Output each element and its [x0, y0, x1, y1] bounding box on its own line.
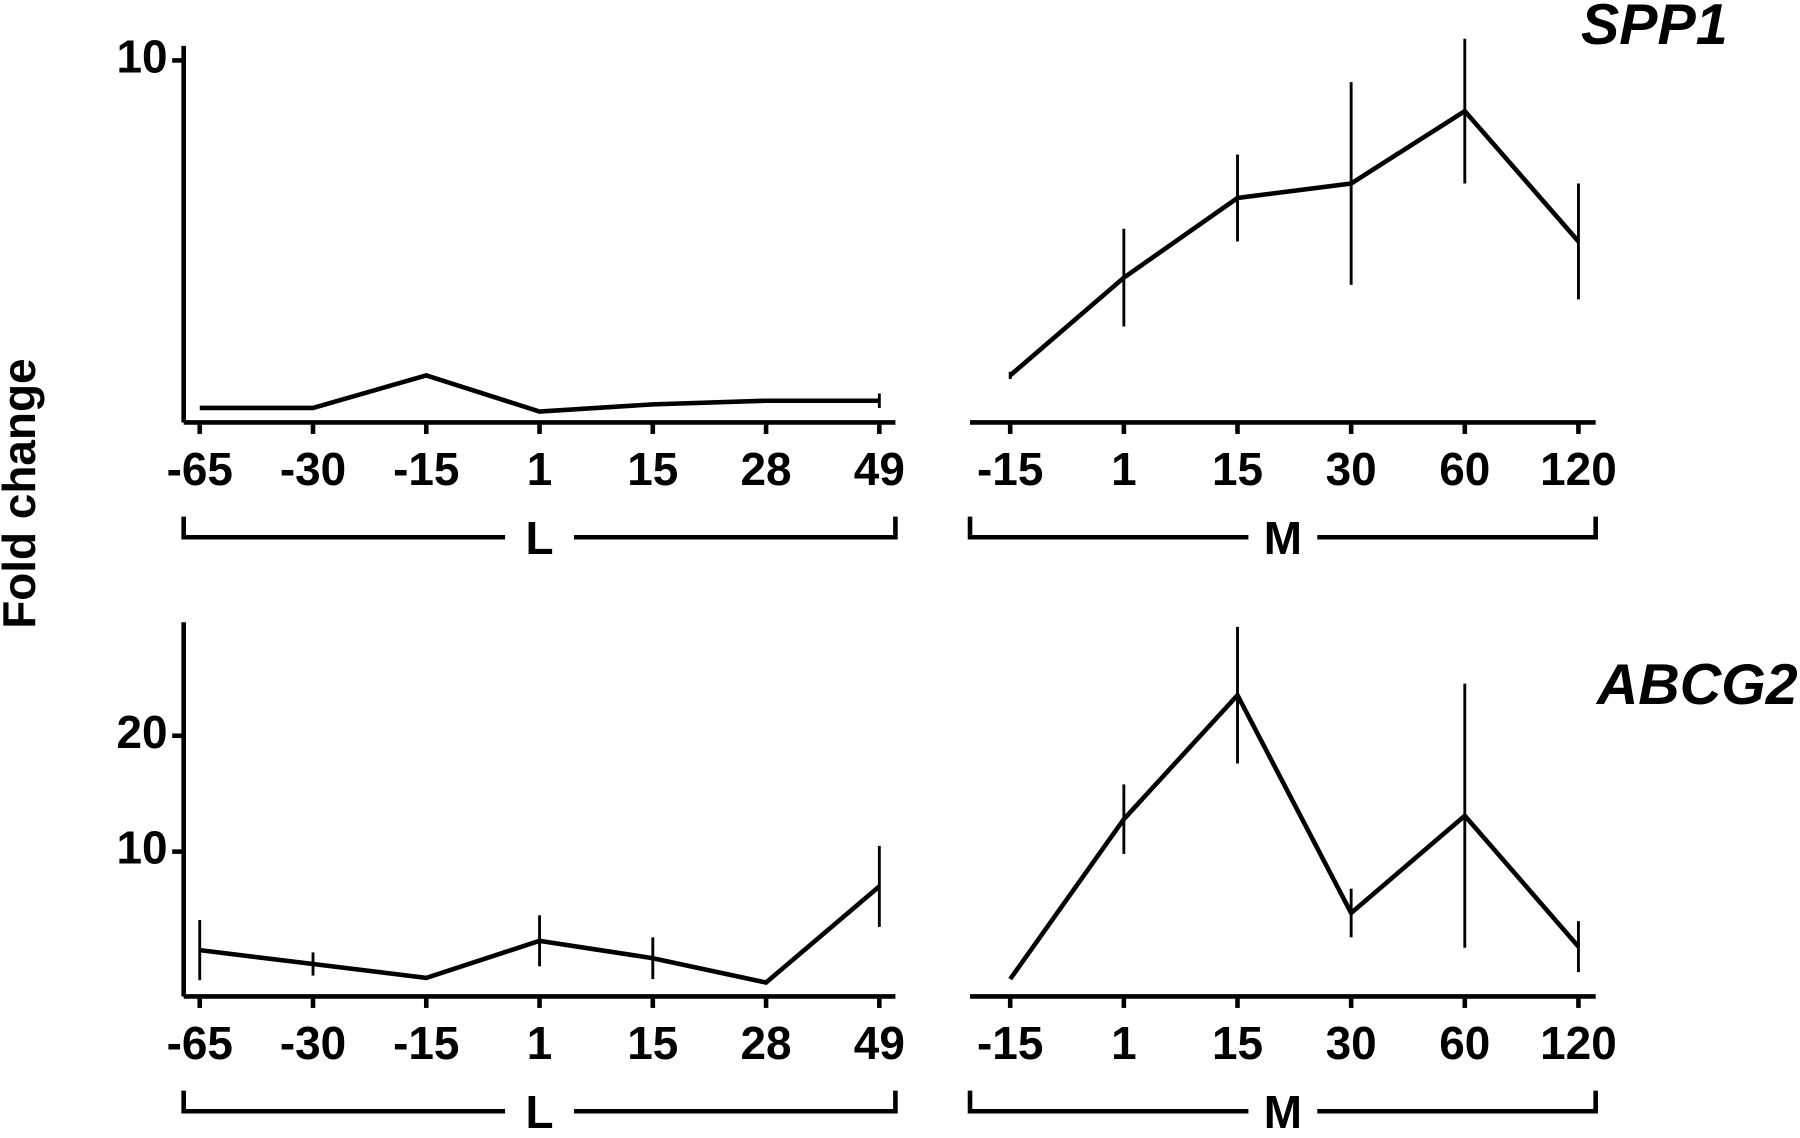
gene-title: ABCG2 [1595, 653, 1798, 717]
x-tick-label: 15 [627, 443, 678, 495]
x-tick-label: 120 [1540, 1017, 1617, 1069]
x-tick-label: -15 [977, 443, 1043, 495]
x-tick-label: -65 [167, 443, 233, 495]
x-tick-label: -15 [393, 1017, 459, 1069]
data-line [199, 372, 880, 414]
x-tick-label: 28 [741, 443, 792, 495]
group-label: L [526, 1086, 554, 1138]
data-line [1008, 108, 1581, 378]
x-tick-label: 1 [1111, 1017, 1137, 1069]
y-tick-label: 20 [117, 706, 168, 758]
x-tick-label: 49 [854, 443, 905, 495]
x-tick-label: 15 [1212, 1017, 1263, 1069]
y-tick-label: 10 [117, 31, 168, 83]
group-bracket [967, 1090, 1598, 1114]
x-tick-label: 30 [1326, 443, 1377, 495]
x-tick-label: 28 [741, 1017, 792, 1069]
group-bracket [967, 516, 1598, 540]
x-tick-label: -30 [280, 1017, 346, 1069]
x-tick-label: 49 [854, 1017, 905, 1069]
group-bracket [181, 1090, 898, 1114]
x-tick-label: 1 [527, 443, 553, 495]
group-label: L [526, 512, 554, 564]
x-tick-label: 60 [1439, 443, 1490, 495]
y-tick-label: 10 [117, 822, 168, 874]
x-tick-label: 1 [1111, 443, 1137, 495]
x-tick-label: 15 [1212, 443, 1263, 495]
x-tick-label: 120 [1540, 443, 1617, 495]
data-line [1008, 691, 1581, 981]
group-label: M [1264, 1086, 1302, 1138]
x-tick-label: -15 [393, 443, 459, 495]
x-tick-label: -30 [280, 443, 346, 495]
x-tick-label: 60 [1439, 1017, 1490, 1069]
x-tick-label: 1 [527, 1017, 553, 1069]
x-tick-label: 15 [627, 1017, 678, 1069]
gene-title: SPP1 [1581, 0, 1728, 57]
group-bracket [181, 516, 898, 540]
x-tick-label: -65 [167, 1017, 233, 1069]
x-tick-label: 30 [1326, 1017, 1377, 1069]
group-label: M [1264, 512, 1302, 564]
x-tick-label: -15 [977, 1017, 1043, 1069]
y-axis-title: Fold change [0, 358, 45, 628]
